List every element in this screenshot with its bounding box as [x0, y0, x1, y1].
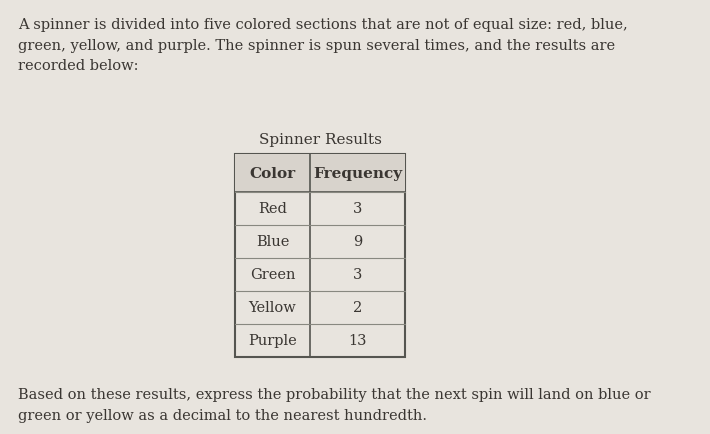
Text: Red: Red [258, 202, 287, 216]
Text: Based on these results, express the probability that the next spin will land on : Based on these results, express the prob… [18, 387, 650, 421]
Bar [235, 155, 405, 357]
Text: 9: 9 [353, 235, 362, 249]
Text: Yellow: Yellow [248, 301, 296, 315]
Text: Green: Green [250, 268, 295, 282]
Text: 2: 2 [353, 301, 362, 315]
Text: Spinner Results: Spinner Results [258, 133, 381, 147]
Text: 13: 13 [348, 334, 367, 348]
Text: 3: 3 [353, 202, 362, 216]
Bar [235, 155, 405, 193]
Text: Purple: Purple [248, 334, 297, 348]
Text: A spinner is divided into five colored sections that are not of equal size: red,: A spinner is divided into five colored s… [18, 18, 628, 73]
Text: Color: Color [249, 167, 295, 181]
Text: Frequency: Frequency [313, 167, 402, 181]
Text: 3: 3 [353, 268, 362, 282]
Text: Blue: Blue [256, 235, 289, 249]
